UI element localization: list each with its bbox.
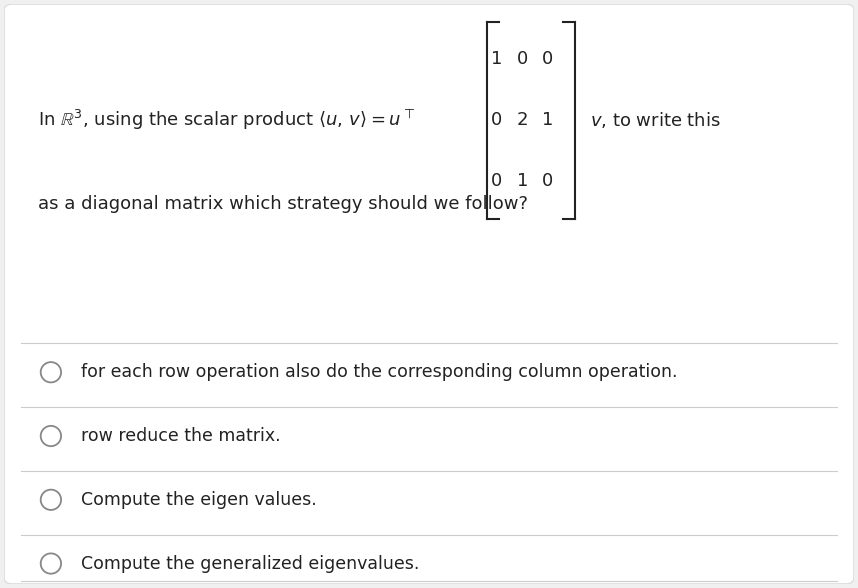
- FancyBboxPatch shape: [4, 4, 854, 584]
- Text: 0: 0: [542, 172, 553, 190]
- Text: 1: 1: [542, 111, 553, 129]
- Text: as a diagonal matrix which strategy should we follow?: as a diagonal matrix which strategy shou…: [38, 195, 529, 213]
- Text: 0: 0: [492, 111, 503, 129]
- Text: for each row operation also do the corresponding column operation.: for each row operation also do the corre…: [81, 363, 677, 381]
- Text: 1: 1: [492, 50, 503, 68]
- Text: 0: 0: [542, 50, 553, 68]
- Text: In $\mathbb{R}^3$, using the scalar product $\langle u,\, v \rangle = u^\top$: In $\mathbb{R}^3$, using the scalar prod…: [38, 108, 415, 132]
- Text: 1: 1: [517, 172, 529, 190]
- Text: 2: 2: [517, 111, 529, 129]
- Text: 0: 0: [517, 50, 528, 68]
- Text: $v$, to write this: $v$, to write this: [590, 110, 722, 130]
- Text: Compute the eigen values.: Compute the eigen values.: [81, 491, 317, 509]
- Text: row reduce the matrix.: row reduce the matrix.: [81, 427, 281, 445]
- Text: Compute the generalized eigenvalues.: Compute the generalized eigenvalues.: [81, 554, 419, 573]
- Text: 0: 0: [492, 172, 503, 190]
